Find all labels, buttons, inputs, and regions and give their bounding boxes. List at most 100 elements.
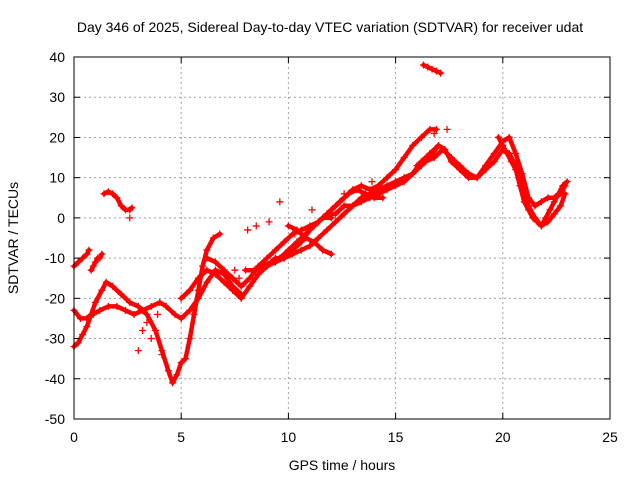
data-point bbox=[409, 141, 417, 149]
data-point bbox=[246, 282, 254, 290]
data-point bbox=[276, 198, 284, 206]
data-point bbox=[209, 234, 217, 242]
series-markers bbox=[70, 230, 224, 387]
series-markers bbox=[495, 133, 571, 230]
data-point bbox=[242, 266, 250, 274]
data-point bbox=[85, 246, 93, 254]
data-point bbox=[250, 266, 258, 274]
data-point bbox=[102, 278, 110, 286]
x-tick-label: 20 bbox=[495, 429, 511, 445]
data-point bbox=[203, 278, 211, 286]
y-tick-label: -40 bbox=[45, 371, 65, 387]
data-point bbox=[383, 186, 391, 194]
data-point bbox=[340, 210, 348, 218]
data-point bbox=[158, 351, 166, 359]
data-point bbox=[370, 194, 378, 202]
data-point bbox=[162, 302, 170, 310]
data-point bbox=[186, 286, 194, 294]
data-point bbox=[512, 150, 520, 158]
data-point bbox=[430, 129, 438, 137]
data-point bbox=[368, 178, 376, 186]
data-point bbox=[332, 210, 340, 218]
data-point bbox=[432, 67, 440, 75]
data-point bbox=[529, 214, 537, 222]
data-point bbox=[104, 188, 112, 196]
data-point bbox=[516, 182, 524, 190]
data-point bbox=[400, 154, 408, 162]
data-point bbox=[203, 246, 211, 254]
data-point bbox=[503, 150, 511, 158]
y-tick-label: 0 bbox=[57, 210, 65, 226]
data-point bbox=[76, 314, 84, 322]
x-tick-label: 25 bbox=[602, 429, 618, 445]
data-point bbox=[336, 198, 344, 206]
data-point bbox=[79, 331, 87, 339]
data-point bbox=[512, 166, 520, 174]
data-point bbox=[426, 125, 434, 133]
data-point bbox=[91, 298, 99, 306]
data-point bbox=[147, 335, 155, 343]
data-point bbox=[323, 226, 331, 234]
data-point bbox=[143, 318, 151, 326]
y-tick-label: -30 bbox=[45, 331, 65, 347]
data-point bbox=[544, 194, 552, 202]
data-point bbox=[464, 170, 472, 178]
data-point bbox=[91, 258, 99, 266]
data-point bbox=[495, 133, 503, 141]
data-point bbox=[550, 210, 558, 218]
data-point bbox=[537, 198, 545, 206]
data-point bbox=[340, 190, 348, 198]
x-tick-label: 10 bbox=[281, 429, 297, 445]
data-point bbox=[139, 327, 147, 335]
data-point bbox=[531, 202, 539, 210]
data-point bbox=[171, 310, 179, 318]
y-tick-label: -50 bbox=[45, 411, 65, 427]
data-point bbox=[104, 302, 112, 310]
data-point bbox=[430, 154, 438, 162]
data-point bbox=[74, 258, 82, 266]
data-point bbox=[96, 306, 104, 314]
data-point bbox=[289, 250, 297, 258]
data-point bbox=[293, 238, 301, 246]
data-point bbox=[272, 246, 280, 254]
series-markers bbox=[100, 188, 136, 214]
data-point bbox=[327, 206, 335, 214]
data-point bbox=[212, 270, 220, 278]
data-point bbox=[482, 166, 490, 174]
data-point bbox=[383, 174, 391, 182]
data-point bbox=[265, 218, 273, 226]
y-axis-label: SDTVAR / TECUs bbox=[5, 182, 21, 294]
data-point bbox=[520, 198, 528, 206]
data-point bbox=[327, 214, 335, 222]
data-point bbox=[98, 286, 106, 294]
data-point bbox=[263, 254, 271, 262]
data-point bbox=[439, 146, 447, 154]
data-point bbox=[319, 246, 327, 254]
data-point bbox=[246, 274, 254, 282]
data-point bbox=[272, 258, 280, 266]
data-point bbox=[555, 190, 563, 198]
data-point bbox=[220, 266, 228, 274]
data-point bbox=[353, 186, 361, 194]
data-point bbox=[126, 214, 134, 222]
x-tick-label: 5 bbox=[177, 429, 185, 445]
x-tick-labels: 0 5 10 15 20 25 bbox=[70, 429, 618, 445]
data-point bbox=[229, 286, 237, 294]
y-tick-label: 40 bbox=[49, 49, 65, 65]
data-point bbox=[499, 141, 507, 149]
series-markers bbox=[177, 125, 440, 302]
data-point bbox=[216, 230, 224, 238]
data-point bbox=[533, 218, 541, 226]
data-point bbox=[89, 262, 97, 270]
data-point bbox=[100, 190, 108, 198]
series-markers bbox=[284, 222, 335, 258]
data-point bbox=[490, 150, 498, 158]
data-point bbox=[419, 61, 427, 69]
data-point bbox=[113, 302, 121, 310]
data-point bbox=[409, 170, 417, 178]
data-point bbox=[134, 347, 142, 355]
y-tick-label: 10 bbox=[49, 170, 65, 186]
data-point bbox=[392, 182, 400, 190]
data-point bbox=[194, 286, 202, 294]
data-point bbox=[169, 379, 177, 387]
